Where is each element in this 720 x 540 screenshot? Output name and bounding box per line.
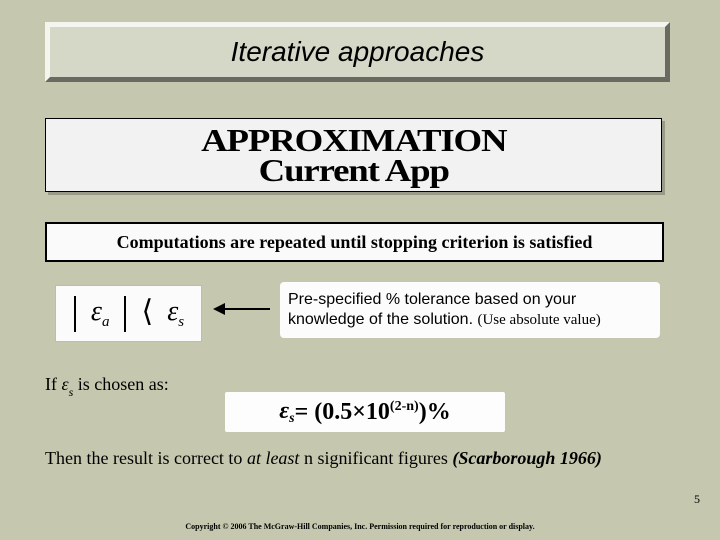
then-d: (Scarborough 1966) [452,448,602,468]
eq-line2: Current App [258,152,448,188]
tolerance-line2: knowledge of the solution. (Use absolute… [288,310,652,330]
if-prefix: If [45,374,62,394]
tol-l2b: (Use absolute value) [477,312,600,328]
then-b: at least [247,448,300,468]
formula-body: = (0.5×10(2-n))% [295,399,451,426]
abs-bar-right [124,296,126,332]
then-c: n significant figures [299,448,452,468]
approximation-equation-text: APPROXIMATION Current App [201,125,506,186]
less-than-angle: ⟨ [141,294,153,329]
epsilon-s: εs [167,296,184,331]
title-bar: Iterative approaches [45,22,670,82]
tolerance-description-box: Pre-specified % tolerance based on your … [280,282,660,338]
stopping-criterion-box: Computations are repeated until stopping… [45,222,664,262]
abs-bar-left [74,296,76,332]
stopping-criterion-text: Computations are repeated until stopping… [117,232,593,253]
then-a: Then the result is correct to [45,448,247,468]
tol-l2a: knowledge of the solution. [288,311,473,328]
slide-title: Iterative approaches [231,36,485,68]
page-number: 5 [694,492,700,507]
scarborough-formula: εs = (0.5×10(2-n))% [225,392,505,432]
tolerance-line1: Pre-specified % tolerance based on your [288,290,652,310]
arrow-left-icon [215,308,270,310]
formula-eps: εs [279,398,294,427]
if-epsilon-chosen: If εs is chosen as: [45,374,169,400]
result-statement: Then the result is correct to at least n… [45,448,685,469]
copyright-text: Copyright © 2006 The McGraw-Hill Compani… [0,522,720,531]
epsilon-a: εa [91,296,110,331]
if-suffix: is chosen as: [73,374,168,394]
approximation-equation-box: APPROXIMATION Current App [45,118,662,192]
epsilon-comparison-box: εa ⟨ εs [55,285,202,342]
